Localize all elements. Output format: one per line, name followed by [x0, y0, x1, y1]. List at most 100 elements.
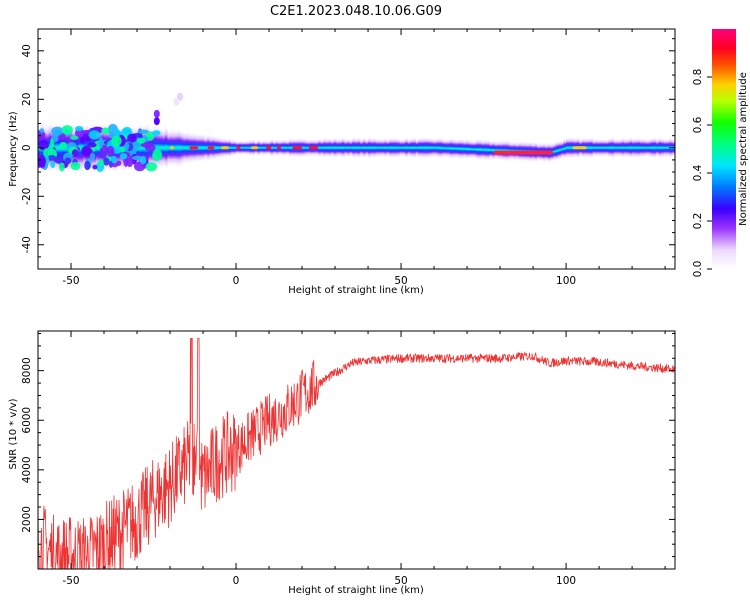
spectrogram-x-ticks: -50 0 50 100	[37, 29, 666, 287]
snr-x-tick-label: 50	[394, 575, 407, 587]
spectrogram-x-tick-label: 100	[556, 275, 576, 287]
spectrogram-column	[304, 139, 308, 157]
spectrogram-column	[663, 138, 667, 157]
spectrogram-blob	[152, 149, 163, 161]
spectrogram-column	[558, 140, 562, 160]
spectrogram-blob	[106, 145, 115, 157]
spectrogram-column	[204, 135, 208, 160]
spectrogram-column	[420, 137, 425, 159]
spectrogram-blob	[46, 154, 57, 161]
spectrogram-column	[280, 139, 285, 157]
spectrogram-blob	[152, 130, 161, 136]
snr-x-tick-label: 0	[233, 575, 240, 587]
spectrogram-column	[449, 137, 454, 159]
snr-panel: -50 0 50 100 2000 4000 6000 8000 Height of str…	[8, 330, 676, 596]
spectrogram-blob	[121, 128, 132, 134]
colorbar-tick-label: 0.2	[692, 213, 704, 230]
spectrogram-column	[640, 138, 644, 158]
spectrogram-column	[391, 137, 395, 158]
spectrogram-column	[566, 137, 570, 159]
spectrogram-blob	[114, 128, 120, 137]
spectrogram-blob	[61, 125, 73, 135]
spectrogram-column	[560, 140, 564, 159]
spectrogram-column	[162, 128, 166, 167]
spectrogram-column	[154, 125, 158, 170]
spectrogram-heatmap	[38, 92, 675, 175]
spectrogram-column	[341, 137, 345, 159]
snr-x-tick-label: 100	[556, 575, 576, 587]
spectrogram-blob	[43, 148, 51, 158]
spectrogram-column	[473, 140, 477, 159]
spectrogram-blob	[38, 155, 47, 168]
spectrogram-column	[370, 137, 374, 158]
spectrogram-y-tick-label: 20	[21, 93, 33, 106]
spectrogram-column	[468, 139, 472, 159]
spectrogram-column	[368, 137, 372, 159]
spectrogram-column	[357, 137, 361, 159]
spectrogram-column	[405, 137, 409, 159]
spectrogram-column	[502, 140, 506, 161]
spectrogram-column	[661, 138, 665, 158]
spectrogram-column	[428, 137, 432, 158]
spectrogram-column	[344, 138, 348, 157]
snr-frame	[37, 330, 676, 570]
spectrogram-column	[375, 138, 380, 158]
spectrogram-column	[618, 138, 623, 157]
spectrogram-column	[323, 137, 327, 158]
spectrogram-column	[362, 137, 366, 159]
spectrogram-column	[463, 139, 467, 159]
spectrogram-column	[412, 137, 417, 159]
spectrogram-column	[317, 138, 322, 158]
spectrogram-column	[595, 138, 599, 157]
spectrogram-column	[447, 138, 451, 158]
spectrogram-column	[164, 126, 168, 170]
spectrogram-column	[399, 138, 403, 157]
snr-series-line	[38, 338, 675, 569]
spectrogram-column	[233, 139, 237, 156]
spectrogram-column	[325, 138, 329, 158]
spectrogram-column	[555, 140, 559, 161]
spectrogram-column	[217, 136, 221, 159]
spectrogram-column	[214, 136, 219, 160]
spectrogram-blob	[74, 126, 84, 132]
spectrogram-column	[53, 124, 57, 171]
spectrogram-column	[283, 139, 287, 157]
spectrogram-column	[497, 140, 501, 161]
spectrogram-column	[272, 140, 277, 156]
colorbar-tick-label: 0.0	[692, 261, 704, 278]
spectrogram-y-ticks: -40 -20 0 20 40	[21, 38, 675, 270]
colorbar: 0.0 0.2 0.4 0.6 0.8 Normalized spectral ampl…	[692, 29, 749, 277]
spectrogram-blob	[137, 129, 149, 134]
spectrogram-column	[328, 137, 332, 158]
spectrogram-blob	[92, 164, 98, 170]
spectrogram-column	[249, 139, 253, 156]
spectrogram-column	[589, 137, 593, 159]
spectrogram-column	[259, 140, 263, 155]
spectrogram-column	[167, 130, 171, 166]
spectrogram-blob	[54, 129, 61, 137]
spectrogram-column	[246, 140, 250, 156]
spectrogram-column	[610, 137, 615, 159]
spectrogram-blob	[131, 155, 143, 161]
spectrogram-blob	[88, 130, 101, 140]
colorbar-label: Normalized spectral amplitude	[738, 72, 749, 226]
spectrogram-column	[634, 137, 638, 158]
spectrogram-column	[383, 137, 388, 158]
spectrogram-column	[286, 139, 290, 156]
spectrogram-column	[552, 142, 557, 161]
spectrogram-column	[629, 137, 633, 159]
spectrogram-column	[441, 138, 446, 158]
spectrogram-column	[624, 138, 628, 157]
spectrogram-column	[592, 138, 596, 157]
spectrogram-column	[378, 138, 382, 157]
spectrogram-column	[354, 137, 358, 158]
spectrogram-column	[658, 137, 662, 159]
spectrogram-column	[410, 137, 414, 158]
spectrogram-column	[56, 122, 60, 173]
spectrogram-column	[603, 138, 607, 157]
spectrogram-blob	[98, 137, 104, 149]
snr-x-axis-label: Height of straight line (km)	[288, 585, 424, 596]
spectrogram-column	[431, 138, 435, 158]
spectrogram-blob	[69, 135, 79, 140]
spectrogram-blob	[64, 157, 72, 165]
